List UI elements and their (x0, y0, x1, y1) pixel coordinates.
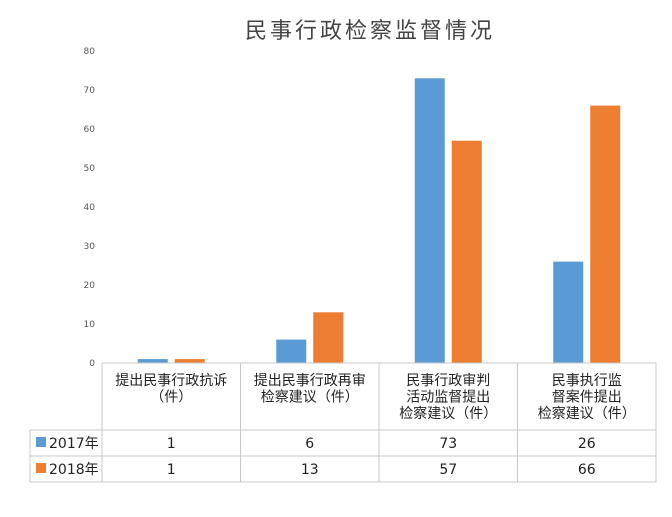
table-cell-value: 1 (167, 462, 176, 478)
category-label: 提出民事行政抗诉（件） (115, 373, 227, 406)
legend-label: 2017年 (49, 436, 99, 452)
data-table: 提出民事行政抗诉（件）提出民事行政再审检察建议（件）民事行政审判活动监督提出检察… (29, 362, 657, 483)
bar (174, 359, 205, 363)
y-tick-label: 0 (89, 359, 95, 369)
y-tick-label: 80 (84, 47, 96, 57)
category-label: 民事执行监督案件提出检察建议（件） (538, 373, 636, 422)
bar (276, 339, 307, 363)
bar (553, 261, 584, 363)
bar (414, 78, 445, 364)
table-cell-value: 73 (439, 436, 457, 452)
table-cell-value: 1 (167, 436, 176, 452)
y-tick-label: 70 (84, 86, 96, 96)
category-label-line: 提出民事行政抗诉 (115, 373, 227, 389)
table-cell-value: 6 (305, 436, 314, 452)
category-label-line: 督案件提出 (552, 389, 622, 406)
category-label-line: 活动监督提出 (406, 390, 490, 406)
table-cell-value: 66 (578, 462, 596, 478)
bar (451, 140, 482, 363)
category-label-line: 检察建议（件） (538, 405, 636, 422)
category-label-line: 民事执行监 (552, 373, 622, 389)
y-tick-label: 20 (84, 281, 96, 291)
table-cell-value: 26 (578, 436, 596, 452)
y-tick-label: 40 (84, 203, 96, 213)
table-cell-value: 57 (439, 462, 457, 478)
bar (590, 105, 621, 363)
bar (137, 359, 168, 363)
legend-swatch (36, 437, 46, 447)
category-label-line: 提出民事行政再审 (254, 373, 366, 389)
category-label: 民事行政审判活动监督提出检察建议（件） (399, 373, 497, 422)
category-label-line: 民事行政审判 (406, 373, 490, 389)
table-cell-value: 13 (301, 462, 319, 478)
category-label-line: 检察建议（件） (261, 389, 359, 406)
category-label-line: 检察建议（件） (399, 405, 497, 422)
legend-swatch (36, 463, 46, 473)
category-label: 提出民事行政再审检察建议（件） (254, 373, 366, 406)
y-tick-label: 50 (84, 164, 96, 174)
y-tick-label: 60 (84, 125, 96, 135)
bar (313, 312, 344, 363)
bars (137, 78, 621, 364)
legend-label: 2018年 (49, 462, 99, 478)
category-label-line: （件） (150, 390, 192, 406)
chart-title: 民事行政检察监督情况 (245, 19, 495, 44)
y-axis: 0 10 20 30 40 50 60 70 80 (84, 47, 96, 369)
y-tick-label: 30 (84, 242, 96, 252)
y-tick-label: 10 (84, 320, 96, 330)
